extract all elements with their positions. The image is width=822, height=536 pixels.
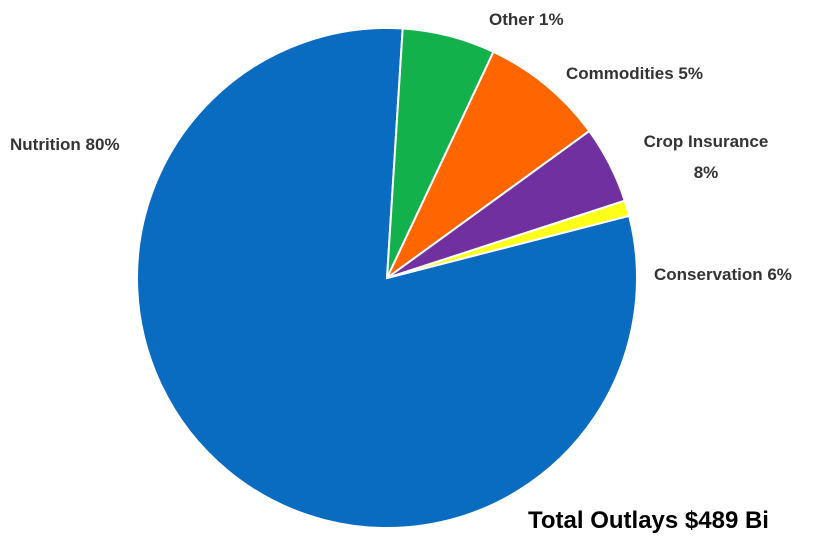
pie-slice-crop-insurance <box>386 50 591 279</box>
label-crop-insurance-name: Crop Insurance <box>644 132 769 151</box>
pie-slice-other <box>386 199 631 279</box>
label-commodities: Commodities 5% <box>566 64 703 83</box>
total-outlays-caption: Total Outlays $489 Bi <box>528 507 769 534</box>
label-nutrition: Nutrition 80% <box>10 135 120 154</box>
pie-slice-nutrition <box>136 27 638 529</box>
label-crop-insurance-value: 8% <box>694 163 719 182</box>
label-conservation: Conservation 6% <box>654 265 792 284</box>
label-other: Other 1% <box>489 10 564 29</box>
pie-slices <box>136 27 638 529</box>
